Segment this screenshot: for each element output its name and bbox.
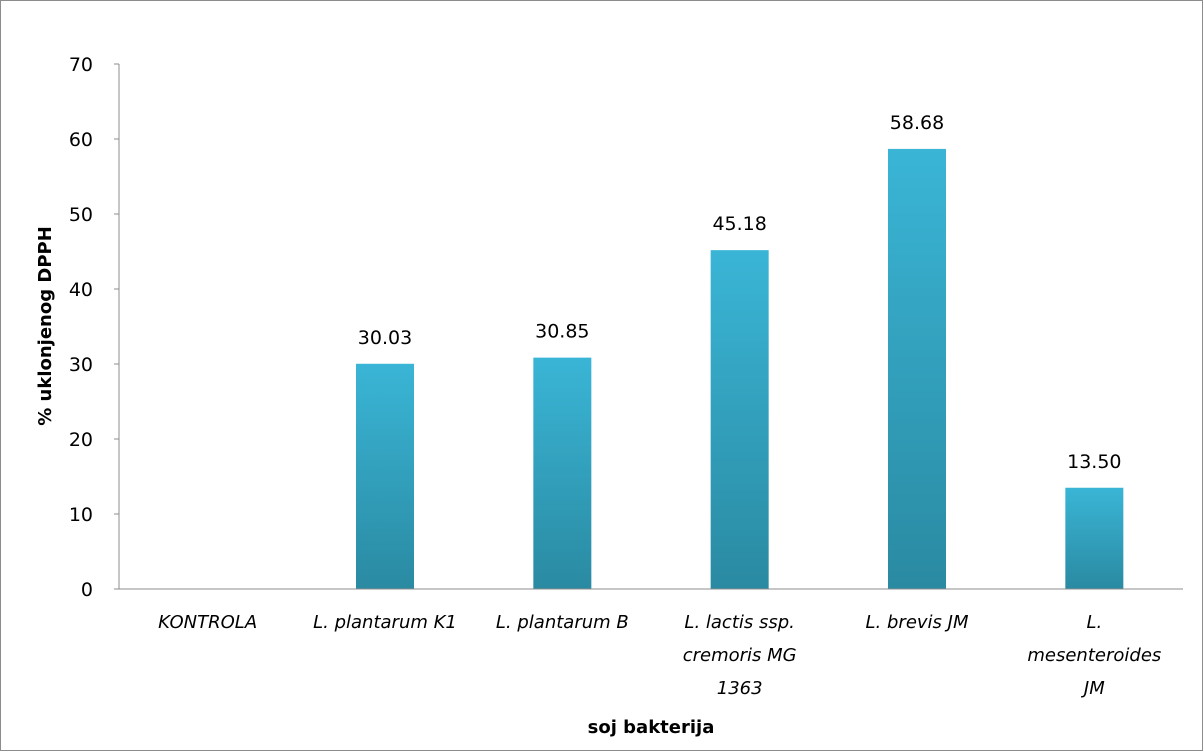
- x-category-label: KONTROLA: [158, 612, 257, 633]
- x-category-label: L. brevis JM: [866, 612, 969, 633]
- x-category-label: JM: [1081, 678, 1105, 699]
- x-axis-category-labels: KONTROLA L. plantarum K1 L. plantarum B L. …: [158, 612, 1161, 699]
- x-axis-title: soj bakterija: [588, 717, 715, 738]
- data-label: 30.03: [358, 327, 412, 349]
- data-label: 30.85: [535, 321, 589, 343]
- y-tick-label: 30: [69, 354, 93, 376]
- y-axis-title: % uklonjenog DPPH: [35, 226, 56, 426]
- x-category-label: 1363: [717, 678, 763, 699]
- x-category-label: L.: [1086, 612, 1102, 633]
- y-axis-ticks: 0 10 20 30 40 50 60 70: [69, 54, 119, 601]
- data-labels: 30.03 30.85 45.18 58.68 13.50: [358, 112, 1122, 473]
- bar: [533, 357, 592, 589]
- data-label: 13.50: [1067, 451, 1121, 473]
- y-tick-label: 70: [69, 54, 93, 76]
- y-tick-label: 40: [69, 279, 93, 301]
- y-tick-label: 0: [81, 579, 93, 601]
- y-tick-label: 60: [69, 129, 93, 151]
- data-label: 58.68: [890, 112, 944, 134]
- bar: [710, 250, 769, 589]
- x-category-label: mesenteroides: [1027, 645, 1161, 666]
- x-category-label: L. lactis ssp.: [684, 612, 794, 633]
- y-tick-label: 50: [69, 204, 93, 226]
- y-tick-label: 10: [69, 504, 93, 526]
- bar: [1065, 487, 1124, 589]
- x-category-label: cremoris MG: [683, 645, 797, 666]
- bar: [356, 363, 414, 589]
- bars: [356, 148, 1124, 589]
- x-category-label: L. plantarum B: [496, 612, 629, 633]
- x-category-label: L. plantarum K1: [313, 612, 457, 633]
- data-label: 45.18: [712, 213, 766, 235]
- y-tick-label: 20: [69, 429, 93, 451]
- bar: [888, 148, 946, 589]
